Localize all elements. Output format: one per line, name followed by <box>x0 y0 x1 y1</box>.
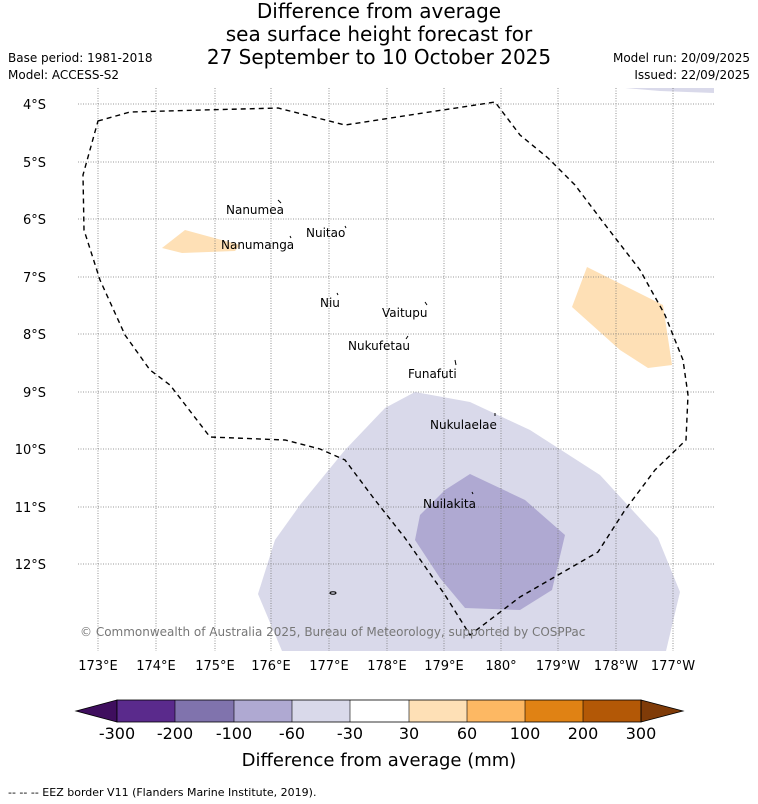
colorbar-tick-label: 300 <box>625 724 657 743</box>
copyright-text: © Commonwealth of Australia 2025, Bureau… <box>80 625 585 639</box>
island-label-nuitao: Nuitao <box>306 226 345 240</box>
lat-label: 5°S <box>23 156 46 171</box>
issued-date: Issued: 22/09/2025 <box>634 68 750 82</box>
island-vaitupu-marker <box>424 301 428 306</box>
island-funafuti-marker <box>454 359 457 366</box>
lat-label: 8°S <box>23 328 46 343</box>
island-labels: Nanumea Nuitao Nanumanga Niu Vaitupu Nuk… <box>221 203 497 511</box>
colorbar-segment <box>292 700 350 722</box>
model-run: Model run: 20/09/2025 <box>612 51 750 65</box>
map-area: Nanumea Nuitao Nanumanga Niu Vaitupu Nuk… <box>78 88 714 651</box>
colorbar-segment <box>525 700 583 722</box>
lon-label: 178°W <box>594 659 638 674</box>
island-label-vaitupu: Vaitupu <box>382 306 428 320</box>
model-name: Model: ACCESS-S2 <box>8 68 120 82</box>
colorbar-tick-label: -30 <box>336 724 364 743</box>
lon-label: 177°E <box>309 659 349 674</box>
colorbar <box>74 699 685 723</box>
colorbar-tick-label: -100 <box>215 724 253 743</box>
anomaly-region-light-orange-west <box>162 230 240 253</box>
lat-label: 11°S <box>15 501 46 516</box>
colorbar-segment <box>409 700 467 722</box>
colorbar-segment <box>583 700 641 722</box>
lat-label: 12°S <box>15 558 46 573</box>
lon-label: 174°E <box>136 659 176 674</box>
lon-label: 175°E <box>195 659 235 674</box>
colorbar-segment <box>175 700 234 722</box>
island-nanumanga-marker <box>289 235 292 239</box>
title-line-2: sea surface height forecast for <box>225 22 533 46</box>
colorbar-segment <box>350 700 409 722</box>
island-nuilakita-marker <box>471 491 474 495</box>
colorbar-segment <box>234 700 292 722</box>
anomaly-region-mid-purple <box>415 474 565 610</box>
colorbar-tick-label: 100 <box>509 724 541 743</box>
colorbar-segment <box>117 700 175 722</box>
colorbar-extend-high <box>640 699 685 723</box>
meta-right: Model run: 20/09/2025 Issued: 22/09/2025 <box>613 50 750 84</box>
island-label-nanumea: Nanumea <box>226 203 284 217</box>
lat-label: 4°S <box>23 98 46 113</box>
colorbar-title: Difference from average (mm) <box>241 750 517 771</box>
island-label-nanumanga: Nanumanga <box>221 238 294 252</box>
title-line-3: 27 September to 10 October 2025 <box>206 45 552 69</box>
lon-label: 176°E <box>251 659 291 674</box>
colorbar-tick-label: 200 <box>567 724 599 743</box>
lon-label: 180° <box>485 659 516 674</box>
colorbar-extend-low <box>74 699 118 723</box>
small-reef-marker <box>329 591 337 595</box>
lon-label: 173°E <box>78 659 118 674</box>
map-title: Difference from average sea surface heig… <box>0 0 758 69</box>
island-niu-marker <box>336 292 339 296</box>
title-line-1: Difference from average <box>256 0 502 23</box>
island-label-nukufetau: Nukufetau <box>348 339 410 353</box>
lon-label: 179°W <box>536 659 580 674</box>
colorbar-segment <box>467 700 525 722</box>
island-label-nuilakita: Nuilakita <box>423 497 476 511</box>
meta-left: Base period: 1981-2018 Model: ACCESS-S2 <box>8 50 153 84</box>
lon-label: 178°E <box>367 659 407 674</box>
anomaly-region-light-orange-east <box>572 267 672 368</box>
eez-footnote: -- -- -- EEZ border V11 (Flanders Marine… <box>8 786 317 799</box>
island-markers <box>277 199 496 595</box>
lon-label: 177°W <box>651 659 695 674</box>
island-nuitao-marker <box>344 225 347 229</box>
colorbar-outline <box>116 699 642 723</box>
colorbar-tick-label: 30 <box>398 724 420 743</box>
lat-label: 6°S <box>23 213 46 228</box>
base-period: Base period: 1981-2018 <box>8 51 153 65</box>
lat-label: 7°S <box>23 271 46 286</box>
colorbar-tick-label: -60 <box>278 724 306 743</box>
island-nanumea-marker <box>277 199 282 204</box>
lon-label: 179°E <box>424 659 464 674</box>
latitude-labels: 4°S 5°S 6°S 7°S 8°S 9°S 10°S 11°S 12°S <box>15 98 46 573</box>
gridlines <box>78 88 714 651</box>
longitude-labels: 173°E 174°E 175°E 176°E 177°E 178°E 179°E 180° 1… <box>78 659 695 674</box>
island-label-niu: Niu <box>320 296 340 310</box>
lat-label: 10°S <box>15 443 46 458</box>
island-label-nukulaelae: Nukulaelae <box>430 418 497 432</box>
lat-label: 9°S <box>23 386 46 401</box>
anomaly-region-top-right <box>625 88 714 93</box>
colorbar-tick-label: -200 <box>156 724 194 743</box>
eez-border <box>82 101 689 637</box>
colorbar-tick-label: 60 <box>456 724 478 743</box>
colorbar-tick-label: -300 <box>98 724 136 743</box>
island-label-funafuti: Funafuti <box>408 367 457 381</box>
island-nukufetau-marker <box>405 335 409 340</box>
